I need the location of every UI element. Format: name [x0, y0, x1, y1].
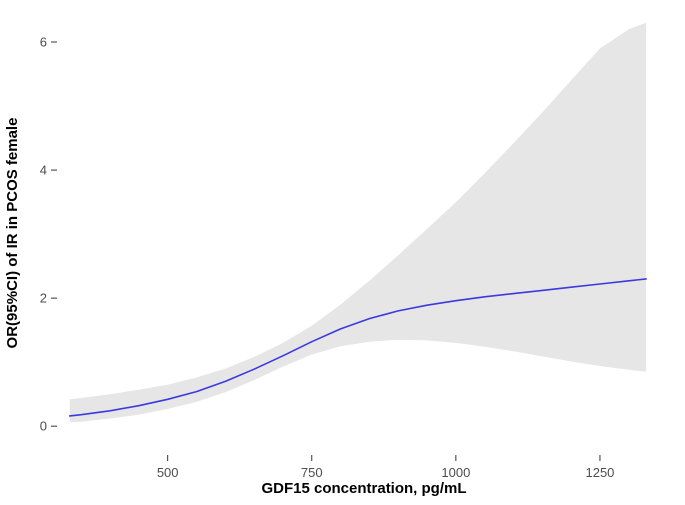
y-axis-title: OR(95%CI) of IR in PCOS female — [4, 118, 21, 349]
ci-ribbon-area — [69, 22, 647, 423]
x-axis-title: GDF15 concentration, pg/mL — [261, 480, 466, 497]
x-tick-label: 750 — [301, 465, 323, 480]
x-tick-label: 1000 — [441, 465, 470, 480]
y-tick-label: 2 — [40, 291, 47, 306]
x-tick-label: 1250 — [585, 465, 614, 480]
or-curve — [68, 278, 647, 417]
y-tick-label: 6 — [40, 35, 47, 50]
y-tick-label: 0 — [40, 419, 47, 434]
y-tick-label: 4 — [40, 163, 47, 178]
x-axis-ticks: 500 750 1000 1250 — [157, 455, 614, 480]
confidence-ribbon-layer — [69, 22, 647, 423]
x-tick-label: 500 — [157, 465, 179, 480]
or-line-layer — [68, 278, 647, 417]
y-axis-ticks: 0 2 4 6 — [40, 35, 57, 434]
